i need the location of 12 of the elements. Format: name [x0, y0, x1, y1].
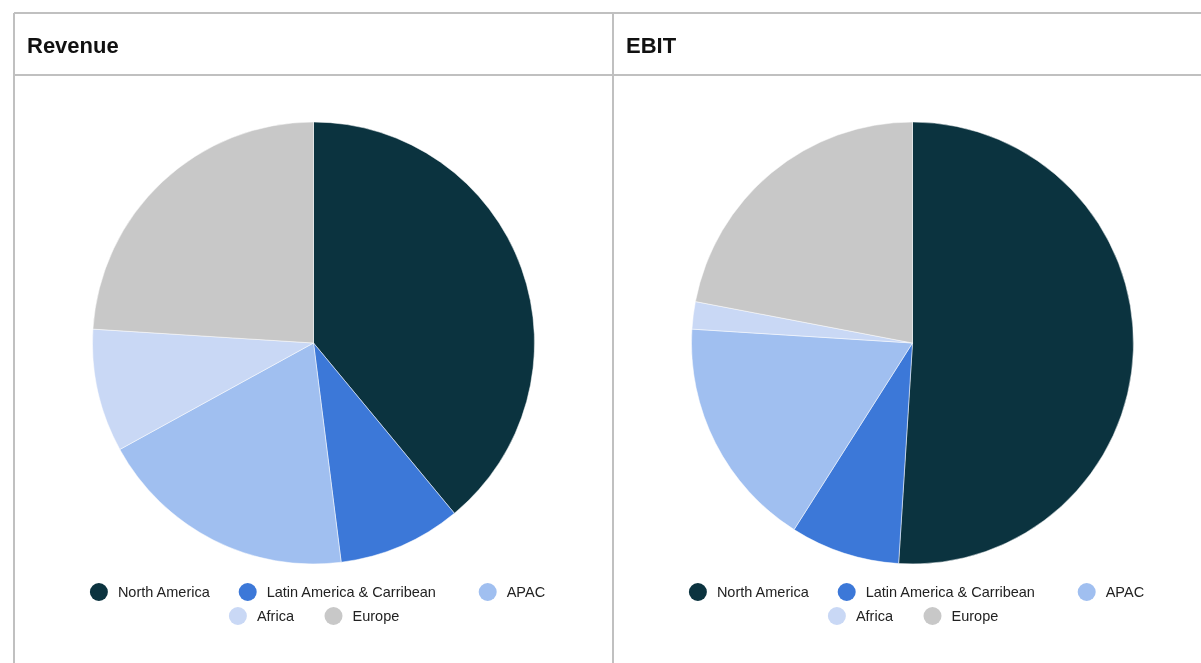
legend-label: Europe [352, 608, 400, 624]
chart-title: Revenue [27, 33, 119, 58]
legend-label: APAC [506, 584, 546, 600]
legend-label: Africa [855, 608, 894, 624]
legend-label: Latin America & Carribean [865, 584, 1035, 600]
chart-title: EBIT [626, 33, 677, 58]
legend-label: Europe [951, 608, 999, 624]
legend-label: North America [117, 584, 211, 600]
legend-label: Latin America & Carribean [266, 584, 436, 600]
legend-label: Africa [256, 608, 295, 624]
legend-label: North America [716, 584, 810, 600]
legend-label: APAC [1105, 584, 1145, 600]
